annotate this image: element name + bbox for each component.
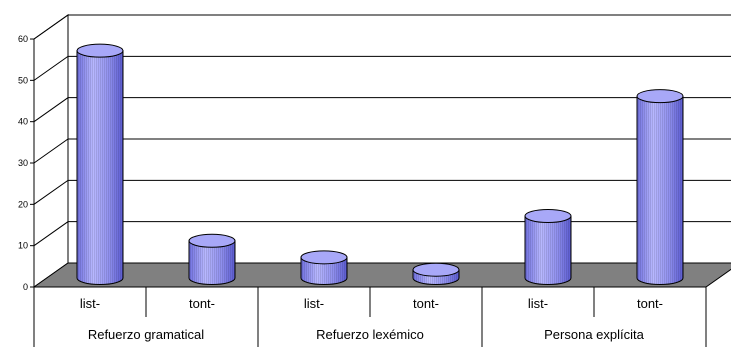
x-group-label: Refuerzo gramatical	[88, 327, 204, 342]
plot-walls	[34, 15, 731, 287]
bar-top	[189, 234, 235, 247]
bar-texture	[77, 51, 123, 285]
y-tick-label: 50	[18, 75, 28, 85]
x-axis: list-tont-list-tont-list-tont- Refuerzo g…	[34, 287, 706, 347]
y-axis: 0 10 20 30 40 50 60	[18, 34, 34, 292]
bar	[189, 234, 235, 284]
y-tick-label: 40	[18, 117, 28, 127]
x-tick-label: list-	[528, 296, 548, 311]
plot-floor	[34, 263, 731, 287]
y-tick-label: 10	[18, 241, 28, 251]
x-tick-label: tont-	[413, 296, 439, 311]
bar-top	[413, 263, 459, 276]
bar-top	[77, 44, 123, 57]
x-group-label: Refuerzo lexémico	[316, 327, 424, 342]
bar-top	[637, 90, 683, 103]
bar-top	[301, 251, 347, 264]
bar	[301, 251, 347, 285]
x-tick-label: list-	[80, 296, 100, 311]
bar	[637, 90, 683, 285]
y-tick-label: 60	[18, 34, 28, 44]
floor-plane	[34, 263, 731, 287]
y-tick-label: 20	[18, 199, 28, 209]
bar	[525, 210, 571, 285]
bar	[77, 44, 123, 284]
y-tick-label: 30	[18, 158, 28, 168]
y-tick-label: 0	[23, 282, 28, 292]
x-group-label: Persona explícita	[544, 327, 644, 342]
x-tick-label: tont-	[189, 296, 215, 311]
bar-texture	[525, 216, 571, 284]
bar-top	[525, 210, 571, 223]
bar-texture	[637, 96, 683, 284]
x-tick-label: list-	[304, 296, 324, 311]
bar	[413, 263, 459, 284]
x-tick-label: tont-	[637, 296, 663, 311]
